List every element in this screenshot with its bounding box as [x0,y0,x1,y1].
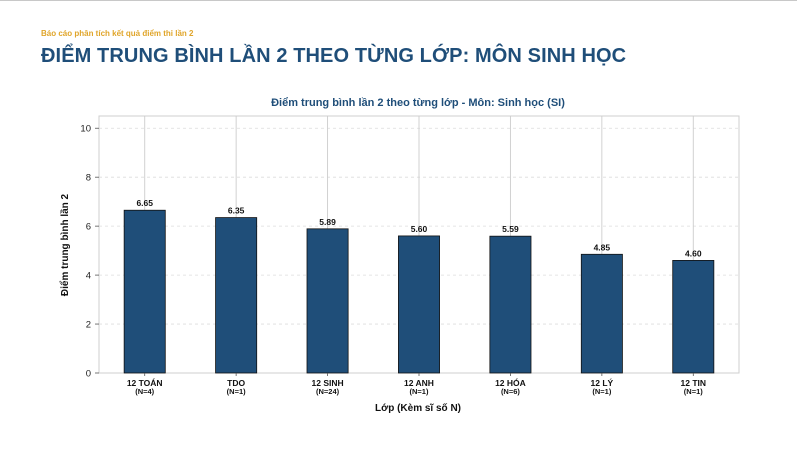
bar-value-label: 5.89 [319,217,336,227]
report-kicker: Báo cáo phân tích kết quả điểm thi lần 2 [41,29,194,38]
x-tick-sublabel: (N=1) [592,387,611,396]
bar-value-label: 5.60 [411,224,428,234]
bar [672,260,715,374]
bar-value-label: 4.60 [685,248,702,258]
x-tick-label: 12 HÓA [495,377,526,388]
y-tick-label: 4 [86,271,91,282]
x-tick-label: 12 SINH [312,378,344,388]
x-axis-label: Lớp (Kèm sĩ số N) [375,402,461,414]
page-title: ĐIỂM TRUNG BÌNH LẦN 2 THEO TỪNG LỚP: MÔN… [41,45,627,67]
bar [489,235,532,374]
x-tick-sublabel: (N=1) [684,387,703,396]
x-tick-sublabel: (N=6) [501,387,520,396]
x-tick-sublabel: (N=1) [410,387,429,396]
bar [306,228,349,374]
y-axis-label: Điểm trung bình lần 2 [59,193,71,296]
y-tick-label: 0 [86,369,91,380]
y-tick-label: 2 [86,320,91,331]
bar [123,209,166,374]
bar [215,217,258,374]
y-tick-label: 8 [86,173,91,184]
x-tick-label: TDO [227,378,245,388]
bar-value-label: 5.59 [502,224,519,234]
bar [398,235,440,374]
x-tick-sublabel: (N=1) [227,387,246,396]
x-tick-sublabel: (N=24) [316,387,340,396]
x-tick-label: 12 TIN [681,378,707,388]
x-tick-label: 12 LÝ [591,377,614,388]
bar-value-label: 4.85 [594,242,611,252]
bar-value-label: 6.35 [228,206,245,216]
chart-title: Điểm trung bình lần 2 theo từng lớp - Mô… [271,97,565,109]
y-tick-label: 6 [86,222,91,233]
y-tick-label: 10 [80,124,91,135]
top-border-line [0,0,797,1]
x-tick-label: 12 TOÁN [127,378,163,388]
bar-value-label: 6.65 [136,198,153,208]
x-tick-label: 12 ANH [404,378,434,388]
x-tick-sublabel: (N=4) [135,387,154,396]
bar [580,253,623,374]
